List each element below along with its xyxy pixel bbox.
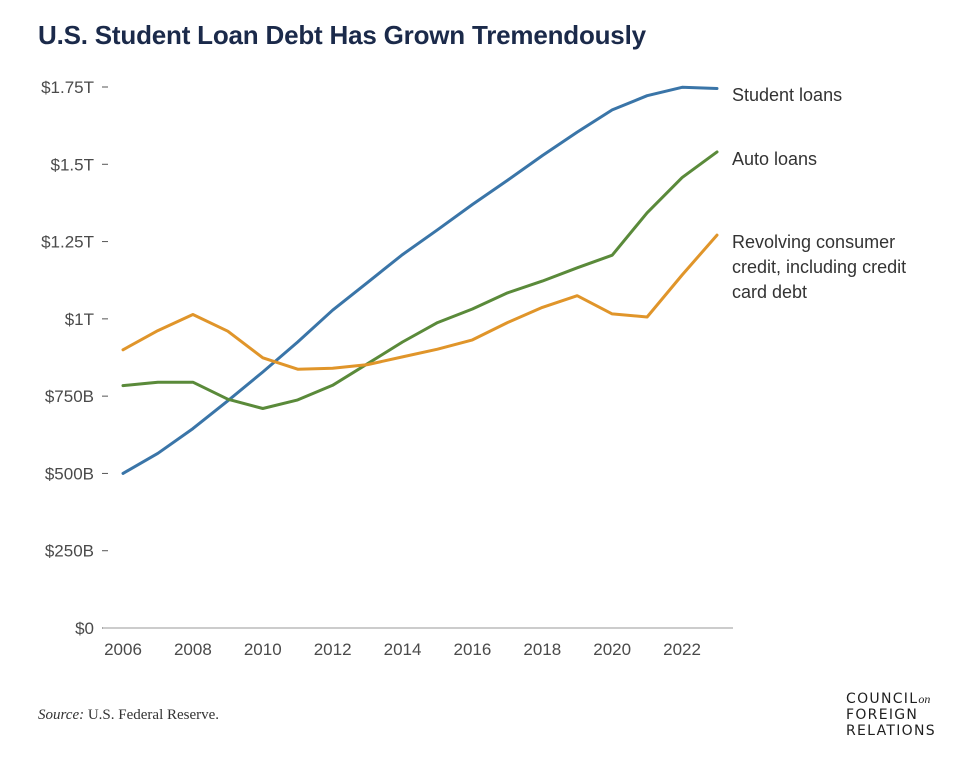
y-tick-label: $1.75T xyxy=(41,78,94,97)
logo-council: COUNCIL xyxy=(846,691,919,707)
y-tick-label: $750B xyxy=(45,387,94,406)
source-label: Source: xyxy=(38,707,85,723)
chart-title: U.S. Student Loan Debt Has Grown Tremend… xyxy=(38,20,646,50)
x-tick-label: 2016 xyxy=(453,640,491,659)
x-tick-label: 2006 xyxy=(104,640,142,659)
logo-foreign: FOREIGN xyxy=(846,707,919,723)
x-tick-label: 2010 xyxy=(244,640,282,659)
series-lines xyxy=(121,85,719,475)
x-tick-label: 2022 xyxy=(663,640,701,659)
y-axis: $0 $250B $500B $750B $1T $1.25T $1.5T $1.75T xyxy=(41,78,108,638)
x-axis: 2006 2008 2010 2012 2014 2016 2018 2020 2022 xyxy=(103,627,733,659)
series-label-line: card debt xyxy=(732,282,807,302)
series-label-2: Revolving consumer credit, including cred… xyxy=(732,232,906,302)
y-tick-label: $1.5T xyxy=(51,155,94,174)
logo-on: on xyxy=(918,692,931,706)
y-tick-label: $1.25T xyxy=(41,233,94,252)
series-label-1: Auto loans xyxy=(732,149,817,169)
y-tick-label: $1T xyxy=(65,310,94,329)
y-tick-label: $0 xyxy=(75,619,94,638)
series-label-line: Auto loans xyxy=(732,149,817,169)
logo-line-1: COUNCILon xyxy=(846,691,936,707)
x-tick-label: 2012 xyxy=(314,640,352,659)
series-labels: Student loans Auto loans Revolving consume… xyxy=(732,85,906,302)
y-tick-label: $250B xyxy=(45,542,94,561)
source-note: Source: U.S. Federal Reserve. xyxy=(38,707,219,724)
y-tick-label: $500B xyxy=(45,464,94,483)
x-tick-label: 2018 xyxy=(523,640,561,659)
x-tick-label: 2008 xyxy=(174,640,212,659)
series-line-1 xyxy=(121,150,719,410)
logo-relations: RELATIONS xyxy=(846,723,936,739)
cfr-logo: COUNCILon FOREIGN RELATIONS xyxy=(846,691,936,739)
series-label-line: Student loans xyxy=(732,85,842,105)
x-tick-label: 2014 xyxy=(384,640,422,659)
x-tick-label: 2020 xyxy=(593,640,631,659)
series-label-0: Student loans xyxy=(732,85,842,105)
series-label-line: Revolving consumer xyxy=(732,232,895,252)
source-text: U.S. Federal Reserve. xyxy=(87,707,220,723)
series-label-line: credit, including credit xyxy=(732,257,906,277)
series-line-0 xyxy=(121,85,719,475)
series-line-2 xyxy=(121,233,719,371)
